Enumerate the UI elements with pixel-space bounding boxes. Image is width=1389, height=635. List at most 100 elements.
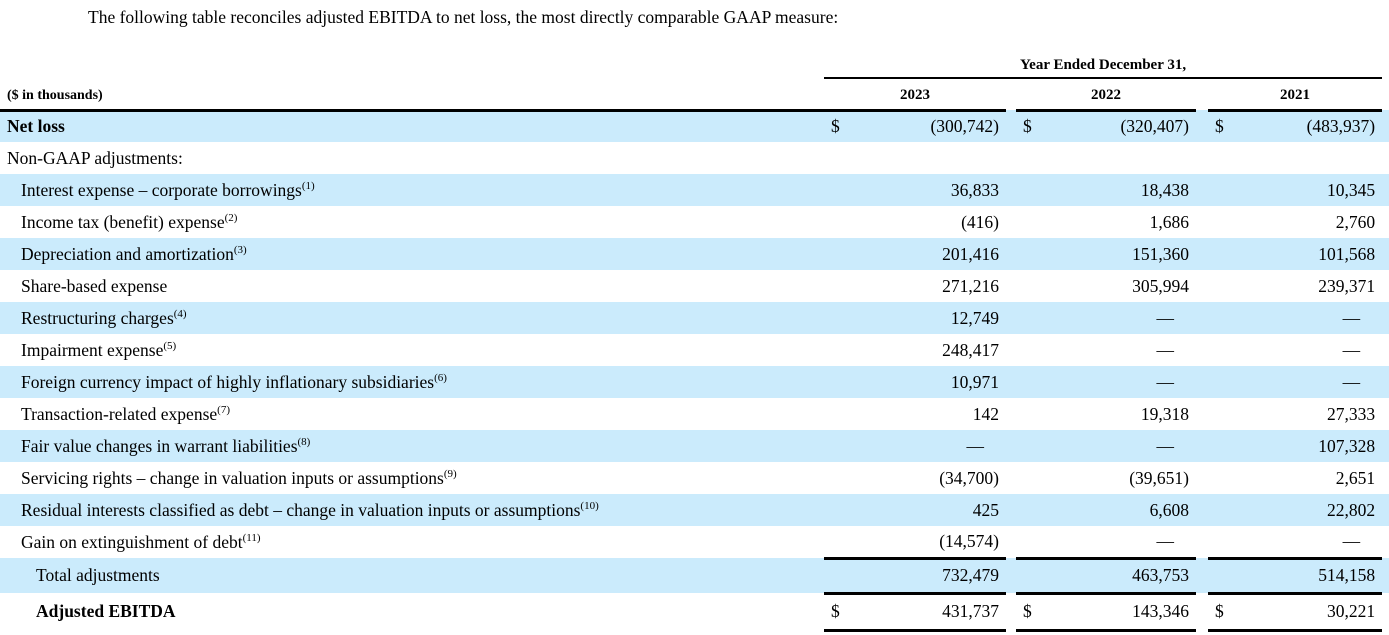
row-label: Transaction-related expense(7) <box>0 398 824 430</box>
year-header-2022: 2022 <box>1016 78 1196 112</box>
value-cell-2022: — <box>1048 366 1196 398</box>
currency-cell-2023 <box>824 142 856 174</box>
currency-cell-2021 <box>1208 556 1240 593</box>
currency-cell-2023 <box>824 556 856 593</box>
value-cell-2022: 6,608 <box>1048 494 1196 526</box>
value-cell-2021: 101,568 <box>1240 238 1383 270</box>
column-gap <box>1196 366 1208 398</box>
value-cell-2023: 425 <box>856 494 1006 526</box>
column-gap <box>1196 526 1208 558</box>
column-gap <box>1006 142 1016 174</box>
footnote-marker: (2) <box>224 211 238 224</box>
row-label: Non-GAAP adjustments: <box>0 142 824 174</box>
column-gap <box>1006 270 1016 302</box>
row-label-text: Total adjustments <box>36 565 160 585</box>
row-label: Net loss <box>0 110 824 142</box>
value-cell-2021: — <box>1342 530 1361 551</box>
row-edge <box>1382 142 1389 174</box>
row-label: Interest expense – corporate borrowings(… <box>0 174 824 206</box>
table-row: Foreign currency impact of highly inflat… <box>0 366 1389 398</box>
value-cell-2023: — <box>856 430 1006 462</box>
row-edge <box>1382 302 1389 334</box>
footnote-marker: (10) <box>580 499 599 512</box>
currency-cell-2023 <box>824 526 856 558</box>
row-edge <box>1382 593 1389 630</box>
value-cell-2023: (14,574) <box>939 530 999 551</box>
row-label: Residual interests classified as debt – … <box>0 494 824 526</box>
value-cell-2023: 201,416 <box>856 238 1006 270</box>
value-cell-2022: 463,753 <box>1048 556 1196 593</box>
row-label-text: Residual interests classified as debt – … <box>21 499 581 520</box>
currency-cell-2021 <box>1208 302 1240 334</box>
currency-cell-2021 <box>1208 398 1240 430</box>
column-gap <box>1006 206 1016 238</box>
currency-cell-2022 <box>1016 174 1048 206</box>
column-gap <box>1196 270 1208 302</box>
row-edge <box>1382 270 1389 302</box>
currency-cell-2022 <box>1016 462 1048 494</box>
table-row: Depreciation and amortization(3) 201,416 1… <box>0 238 1389 270</box>
column-gap <box>1006 334 1016 366</box>
row-edge <box>1382 430 1389 462</box>
value-cell-2022: 18,438 <box>1048 174 1196 206</box>
footnote-marker: (11) <box>242 531 261 544</box>
row-label-text: Interest expense – corporate borrowings <box>21 179 302 200</box>
value-cell-2021: 2,651 <box>1335 467 1376 488</box>
row-edge <box>1382 494 1389 526</box>
row-label-text: Share-based expense <box>21 275 168 296</box>
value-cell-2021: 30,221 <box>1240 591 1383 632</box>
row-label: Fair value changes in warrant liabilitie… <box>0 430 824 462</box>
value-cell-2022: 305,994 <box>1132 275 1189 296</box>
currency-cell-2021 <box>1208 206 1240 238</box>
currency-cell-2022 <box>1016 430 1048 462</box>
column-gap <box>1006 462 1016 494</box>
footnote-marker: (5) <box>163 339 177 352</box>
value-cell-2022 <box>1048 142 1196 174</box>
currency-cell-2021 <box>1208 238 1240 270</box>
row-label-text: Depreciation and amortization <box>21 243 234 264</box>
currency-cell-2021: $ <box>1208 110 1240 142</box>
currency-cell-2023 <box>824 494 856 526</box>
row-label: Adjusted EBITDA <box>0 593 824 630</box>
currency-cell-2022 <box>1016 494 1048 526</box>
row-label: Total adjustments <box>0 558 824 593</box>
value-cell-2022: — <box>1048 302 1196 334</box>
value-cell-2023: (300,742) <box>856 110 1006 142</box>
row-edge <box>1382 398 1389 430</box>
column-gap <box>1196 430 1208 462</box>
row-edge <box>1382 366 1389 398</box>
column-gap <box>1006 430 1016 462</box>
currency-cell-2022 <box>1016 366 1048 398</box>
table-row: Impairment expense(5) 248,417 — — <box>0 334 1389 366</box>
row-edge <box>1382 558 1389 593</box>
ebitda-reconciliation-table: Year Ended December 31, ($ in thousands)… <box>0 48 1389 632</box>
row-label: Servicing rights – change in valuation i… <box>0 462 824 494</box>
currency-cell-2021 <box>1208 462 1240 494</box>
currency-cell-2023: $ <box>824 110 856 142</box>
units-label: ($ in thousands) <box>0 78 824 112</box>
value-cell-2023: 248,417 <box>942 339 999 360</box>
value-cell-2022: (39,651) <box>1129 467 1189 488</box>
footnote-marker: (7) <box>217 403 230 416</box>
currency-cell-2022 <box>1016 302 1048 334</box>
value-cell-2023: (34,700) <box>939 467 999 488</box>
row-label-text: Income tax (benefit) expense <box>21 211 225 232</box>
currency-cell-2023 <box>824 206 856 238</box>
value-cell-2022: 19,318 <box>1140 403 1189 424</box>
value-cell-2023: 12,749 <box>856 302 1006 334</box>
column-gap <box>1196 142 1208 174</box>
value-cell-2021: 10,345 <box>1240 174 1383 206</box>
column-gap <box>1006 526 1016 558</box>
column-gap <box>1196 110 1208 142</box>
value-cell-2021: — <box>1240 366 1383 398</box>
footnote-marker: (4) <box>173 307 187 320</box>
value-cell-2022: — <box>1156 339 1175 360</box>
header-spacer <box>0 48 824 78</box>
column-gap <box>1006 78 1016 110</box>
table-row: Share-based expense 271,216 305,994 239,371 <box>0 270 1389 302</box>
value-cell-2023: 36,833 <box>856 174 1006 206</box>
currency-cell-2021 <box>1208 366 1240 398</box>
value-cell-2022: — <box>1048 430 1196 462</box>
table-row: Total adjustments 732,479 463,753 514,158 <box>0 556 1389 593</box>
column-gap <box>1006 366 1016 398</box>
